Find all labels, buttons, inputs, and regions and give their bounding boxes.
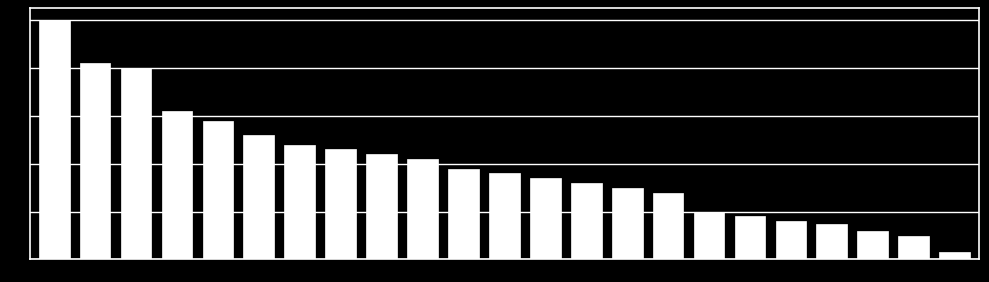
Bar xyxy=(817,224,848,259)
Bar xyxy=(39,20,69,259)
Bar xyxy=(161,111,192,259)
Bar xyxy=(203,121,233,259)
Bar xyxy=(366,154,397,259)
Bar xyxy=(940,252,970,259)
Bar xyxy=(571,183,601,259)
Bar xyxy=(407,159,438,259)
Bar xyxy=(448,169,479,259)
Bar xyxy=(775,221,806,259)
Bar xyxy=(80,63,111,259)
Bar xyxy=(898,235,929,259)
Bar xyxy=(243,135,274,259)
Bar xyxy=(121,68,151,259)
Bar xyxy=(489,173,520,259)
Bar xyxy=(653,193,683,259)
Bar xyxy=(285,145,315,259)
Bar xyxy=(693,212,724,259)
Bar xyxy=(530,178,561,259)
Bar xyxy=(325,149,356,259)
Bar xyxy=(857,231,888,259)
Bar xyxy=(612,188,643,259)
Bar xyxy=(735,216,765,259)
